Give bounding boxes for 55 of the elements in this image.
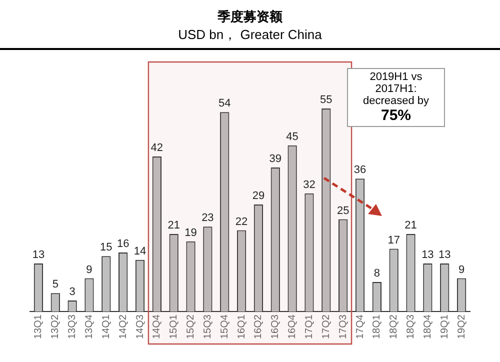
x-tick-label: 13Q3 <box>67 314 78 340</box>
data-label: 42 <box>150 142 164 154</box>
data-label: 54 <box>218 98 231 110</box>
x-tick-label: 14Q4 <box>152 314 163 340</box>
x-tick-label: 15Q4 <box>219 314 230 340</box>
x-tick-label: 15Q3 <box>202 314 214 340</box>
data-label: 8 <box>374 268 380 280</box>
x-tick-label: 14Q3 <box>134 314 146 340</box>
x-tick-label: 13Q4 <box>84 314 95 340</box>
data-label: 36 <box>354 164 366 176</box>
data-label: 19 <box>184 226 197 239</box>
data-label: 55 <box>320 94 332 106</box>
x-tick-label: 13Q1 <box>33 314 44 340</box>
chart-subtitle: USD bn， Greater China <box>177 26 323 44</box>
x-tick-label: 16Q4 <box>287 314 298 340</box>
data-label: 25 <box>336 204 350 217</box>
x-tick-label: 16Q2 <box>253 314 264 340</box>
data-label: 22 <box>235 216 248 228</box>
x-tick-label: 18Q2 <box>388 314 400 340</box>
chart-title: 季度募资额 <box>216 8 284 26</box>
data-label: 21 <box>168 220 180 232</box>
data-label: 5 <box>52 278 58 291</box>
data-label: 15 <box>100 242 112 254</box>
x-tick-label: 16Q1 <box>236 314 248 340</box>
data-label: 13 <box>32 249 45 262</box>
x-tick-label: 16Q3 <box>270 314 282 340</box>
x-tick-label: 17Q1 <box>304 314 315 340</box>
data-label: 13 <box>438 249 451 262</box>
x-tick-label: 18Q1 <box>372 314 383 340</box>
data-label: 9 <box>458 264 465 276</box>
x-tick-label: 14Q2 <box>118 314 129 340</box>
x-tick-label: 19Q2 <box>456 314 468 340</box>
x-tick-label: 19Q1 <box>439 314 450 340</box>
x-tick-label: 17Q4 <box>354 314 366 340</box>
data-label: 17 <box>388 234 400 246</box>
data-label: 14 <box>134 245 146 258</box>
data-label: 32 <box>303 178 316 191</box>
data-label: 21 <box>404 220 417 232</box>
x-tick-label: 18Q3 <box>406 314 417 340</box>
data-label: 45 <box>286 130 298 143</box>
data-label: 29 <box>252 190 265 202</box>
x-tick-label: 14Q1 <box>100 314 112 340</box>
x-tick-label: 17Q3 <box>338 314 349 340</box>
x-tick-label: 17Q2 <box>320 314 332 340</box>
data-label: 9 <box>86 264 92 276</box>
data-label: 23 <box>202 212 214 224</box>
x-tick-label: 15Q1 <box>168 314 180 340</box>
x-tick-label: 13Q2 <box>50 314 62 340</box>
data-label: 16 <box>116 238 130 250</box>
x-tick-label: 15Q2 <box>186 314 197 340</box>
data-label: 3 <box>69 286 76 298</box>
data-label: 13 <box>422 249 434 262</box>
x-tick-label: 18Q4 <box>422 314 434 340</box>
data-label: 39 <box>269 153 282 166</box>
annotation: 2019H1 vs 2017H1: decreased by 75% <box>350 71 442 124</box>
